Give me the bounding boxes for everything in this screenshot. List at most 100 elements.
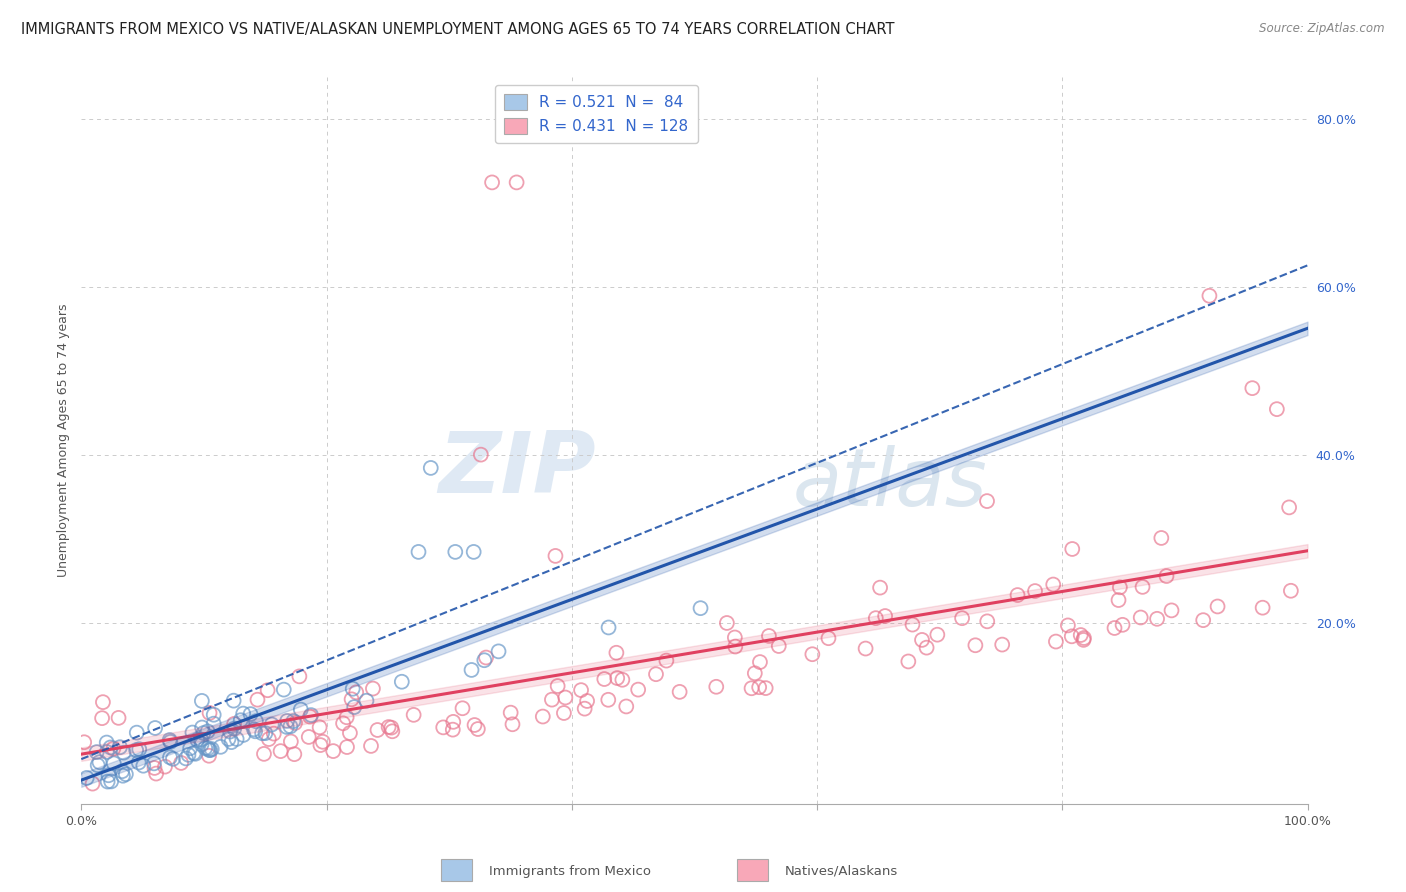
Point xyxy=(198,743,221,757)
Point xyxy=(343,700,366,714)
Point xyxy=(381,724,404,739)
Point xyxy=(1108,580,1130,594)
Point xyxy=(1024,584,1046,599)
Point xyxy=(284,716,307,731)
Point xyxy=(224,717,246,731)
Point xyxy=(865,611,887,625)
Point xyxy=(976,615,998,629)
Point xyxy=(290,702,312,716)
Point xyxy=(112,746,135,760)
Point xyxy=(1060,629,1083,643)
Point xyxy=(190,732,212,747)
Point xyxy=(100,740,122,755)
Point xyxy=(91,695,114,709)
Point xyxy=(544,549,567,563)
Text: Immigrants from Mexico: Immigrants from Mexico xyxy=(489,864,651,878)
Point xyxy=(901,617,924,632)
Point xyxy=(481,175,503,189)
Point xyxy=(1070,628,1092,642)
Point xyxy=(1150,531,1173,545)
Point xyxy=(263,726,285,740)
Point xyxy=(332,716,354,731)
Point xyxy=(748,680,770,694)
Point xyxy=(322,744,344,758)
Point xyxy=(276,714,298,728)
Point xyxy=(298,730,321,744)
Point xyxy=(194,741,217,756)
Text: IMMIGRANTS FROM MEXICO VS NATIVE/ALASKAN UNEMPLOYMENT AMONG AGES 65 TO 74 YEARS : IMMIGRANTS FROM MEXICO VS NATIVE/ALASKAN… xyxy=(21,22,894,37)
Point xyxy=(159,750,181,764)
Point xyxy=(159,735,181,749)
Point xyxy=(198,706,221,720)
Point xyxy=(1062,541,1084,556)
Text: Source: ZipAtlas.com: Source: ZipAtlas.com xyxy=(1260,22,1385,36)
Point xyxy=(915,640,938,655)
Point xyxy=(174,751,197,765)
Point xyxy=(472,653,495,667)
Point xyxy=(1251,600,1274,615)
Point xyxy=(219,724,242,739)
Point xyxy=(1156,569,1178,583)
Text: Natives/Alaskans: Natives/Alaskans xyxy=(785,864,897,878)
Point xyxy=(91,711,114,725)
Point xyxy=(100,774,122,789)
Point xyxy=(598,620,620,634)
Point xyxy=(232,706,254,721)
Point xyxy=(143,761,166,775)
Point xyxy=(444,545,467,559)
Point xyxy=(336,710,359,724)
Point xyxy=(464,718,486,732)
Point xyxy=(1073,632,1095,647)
Point xyxy=(202,707,225,722)
Point xyxy=(181,725,204,739)
Text: atlas: atlas xyxy=(793,445,987,524)
Point xyxy=(1160,603,1182,617)
Point xyxy=(202,716,225,731)
Point xyxy=(869,581,891,595)
Point xyxy=(768,639,790,653)
Point xyxy=(976,494,998,508)
Point xyxy=(344,685,367,699)
Point xyxy=(256,683,278,698)
Point xyxy=(86,758,108,772)
Point xyxy=(547,679,569,693)
Point xyxy=(801,647,824,661)
Point xyxy=(875,609,897,624)
Point xyxy=(229,713,252,727)
Point xyxy=(336,739,359,754)
Point xyxy=(253,747,276,761)
Point xyxy=(614,699,637,714)
Point xyxy=(89,755,111,769)
Point xyxy=(950,611,973,625)
Point xyxy=(569,683,592,698)
Point xyxy=(541,692,564,706)
Point xyxy=(97,768,120,782)
Point xyxy=(224,722,246,736)
Point xyxy=(408,545,430,559)
Point xyxy=(97,774,120,789)
Point xyxy=(243,724,266,739)
Point xyxy=(179,741,201,756)
Point xyxy=(218,731,240,746)
Point xyxy=(96,735,118,749)
Point xyxy=(366,723,388,737)
Point xyxy=(222,693,245,707)
Point xyxy=(276,720,298,734)
Point xyxy=(360,739,382,753)
Point xyxy=(246,692,269,706)
Point xyxy=(309,738,332,752)
Point xyxy=(312,735,335,749)
Point xyxy=(103,741,125,756)
Point xyxy=(927,628,949,642)
Point xyxy=(111,764,134,779)
Point xyxy=(441,723,464,737)
Point xyxy=(125,725,148,739)
Point xyxy=(107,711,129,725)
Point xyxy=(855,641,877,656)
Point xyxy=(553,706,575,720)
Point xyxy=(177,747,200,762)
Point xyxy=(744,666,766,681)
Point xyxy=(1104,621,1126,635)
Point xyxy=(190,738,212,752)
Point xyxy=(183,746,205,760)
